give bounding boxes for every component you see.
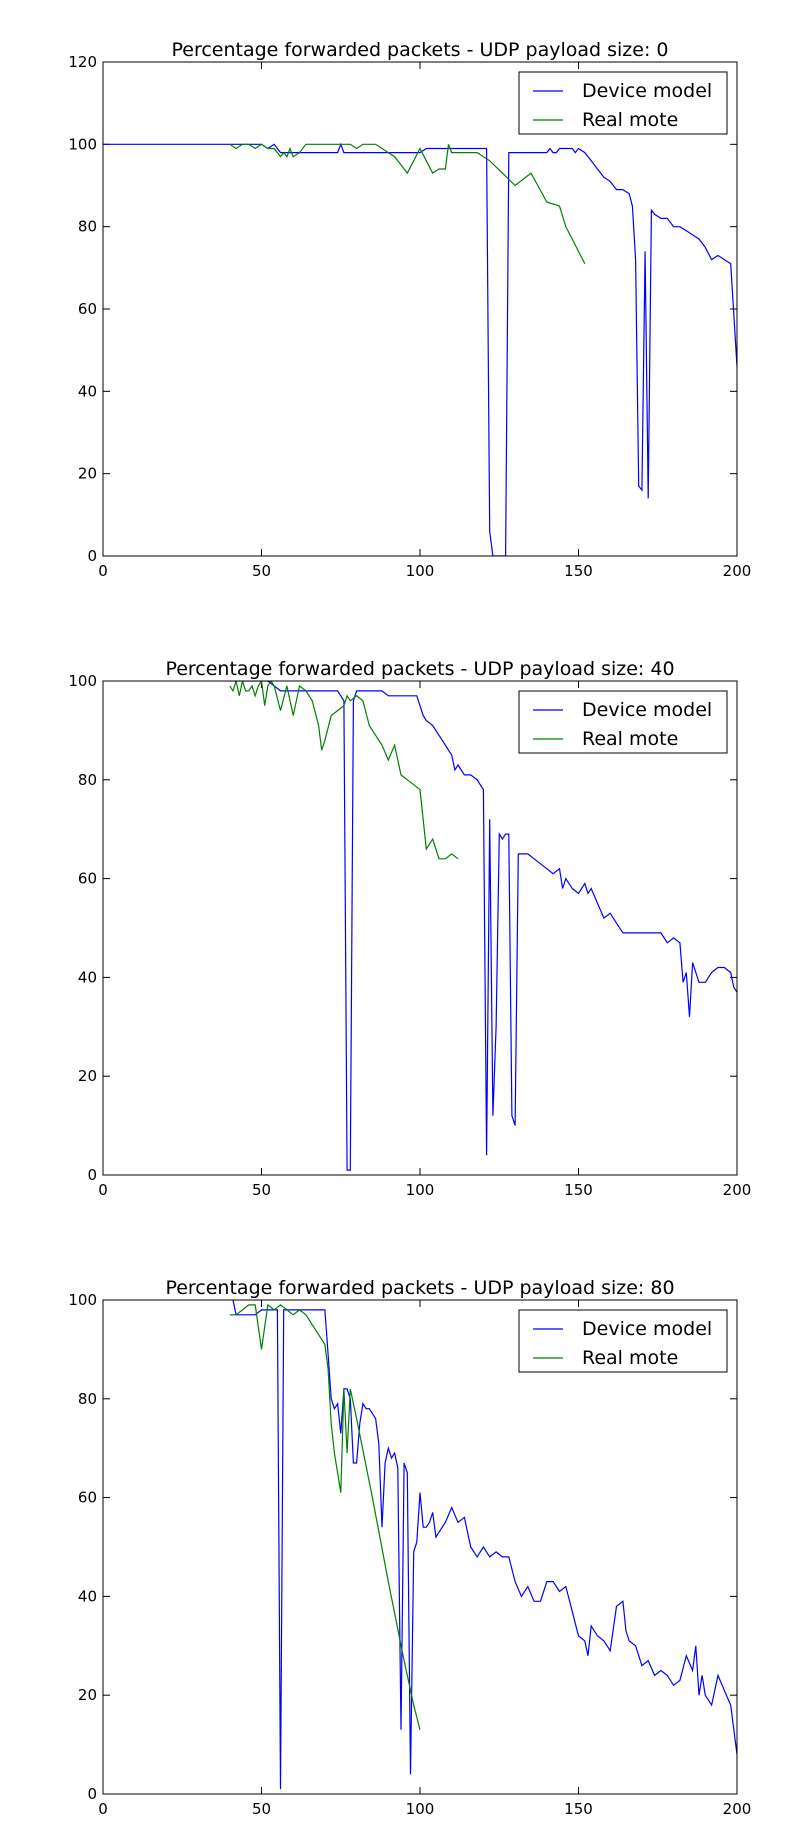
plot-frame: [102, 680, 738, 1176]
y-tick-label: 80: [78, 218, 97, 236]
legend-label: Real mote: [582, 109, 678, 131]
legend: Device model Real mote: [518, 690, 728, 754]
x-tick-label: 0: [98, 1800, 108, 1818]
x-tick-label: 150: [564, 1181, 593, 1199]
series-line-device-model: [232, 1300, 737, 1790]
y-tick-label: 80: [78, 1390, 97, 1408]
series-line-real-mote: [229, 143, 586, 264]
legend-label: Device model: [582, 80, 712, 102]
chart-0: Percentage forwarded packets - UDP paylo…: [68, 39, 751, 580]
legend: Device model Real mote: [518, 1309, 728, 1373]
legend-label: Real mote: [582, 728, 678, 750]
y-tick-label: 0: [87, 547, 97, 565]
y-tick-label: 60: [78, 870, 97, 888]
plot-frame: [102, 1299, 738, 1795]
series-line-device-model: [229, 681, 737, 1171]
y-tick-label: 100: [68, 672, 97, 690]
y-tick-label: 80: [78, 771, 97, 789]
legend-label: Real mote: [582, 1347, 678, 1369]
x-tick-label: 50: [252, 562, 271, 580]
legend-box: [518, 71, 728, 135]
legend: Device model Real mote: [518, 71, 728, 135]
x-tick-label: 100: [406, 1800, 435, 1818]
x-tick-label: 0: [98, 562, 108, 580]
x-tick-label: 200: [723, 1181, 752, 1199]
chart-title: Percentage forwarded packets - UDP paylo…: [165, 1277, 674, 1299]
plot-frame: [102, 61, 738, 557]
series-line-real-mote: [229, 681, 459, 860]
x-tick-label: 0: [98, 1181, 108, 1199]
y-tick-label: 40: [78, 968, 97, 986]
x-tick-label: 150: [564, 562, 593, 580]
series-line-real-mote: [229, 1303, 421, 1730]
x-tick-label: 50: [252, 1800, 271, 1818]
x-tick-label: 100: [406, 1181, 435, 1199]
x-tick-label: 200: [723, 562, 752, 580]
legend-label: Device model: [582, 1318, 712, 1340]
chart-1: Percentage forwarded packets - UDP paylo…: [68, 658, 751, 1199]
legend-box: [518, 1309, 728, 1373]
y-tick-label: 40: [78, 1587, 97, 1605]
y-tick-label: 60: [78, 300, 97, 318]
y-tick-label: 0: [87, 1785, 97, 1803]
y-tick-label: 120: [68, 53, 97, 71]
y-tick-label: 40: [78, 382, 97, 400]
y-tick-label: 100: [68, 1291, 97, 1309]
x-tick-label: 150: [564, 1800, 593, 1818]
chart-title: Percentage forwarded packets - UDP paylo…: [171, 39, 668, 61]
y-tick-label: 20: [78, 1686, 97, 1704]
chart-2: Percentage forwarded packets - UDP paylo…: [68, 1277, 751, 1818]
legend-label: Device model: [582, 699, 712, 721]
x-tick-label: 100: [406, 562, 435, 580]
y-tick-label: 60: [78, 1489, 97, 1507]
chart-title: Percentage forwarded packets - UDP paylo…: [165, 658, 674, 680]
x-tick-label: 50: [252, 1181, 271, 1199]
y-tick-label: 20: [78, 465, 97, 483]
x-tick-label: 200: [723, 1800, 752, 1818]
legend-box: [518, 690, 728, 754]
y-tick-label: 100: [68, 135, 97, 153]
y-tick-label: 20: [78, 1067, 97, 1085]
y-tick-label: 0: [87, 1166, 97, 1184]
series-line-device-model: [103, 142, 737, 556]
